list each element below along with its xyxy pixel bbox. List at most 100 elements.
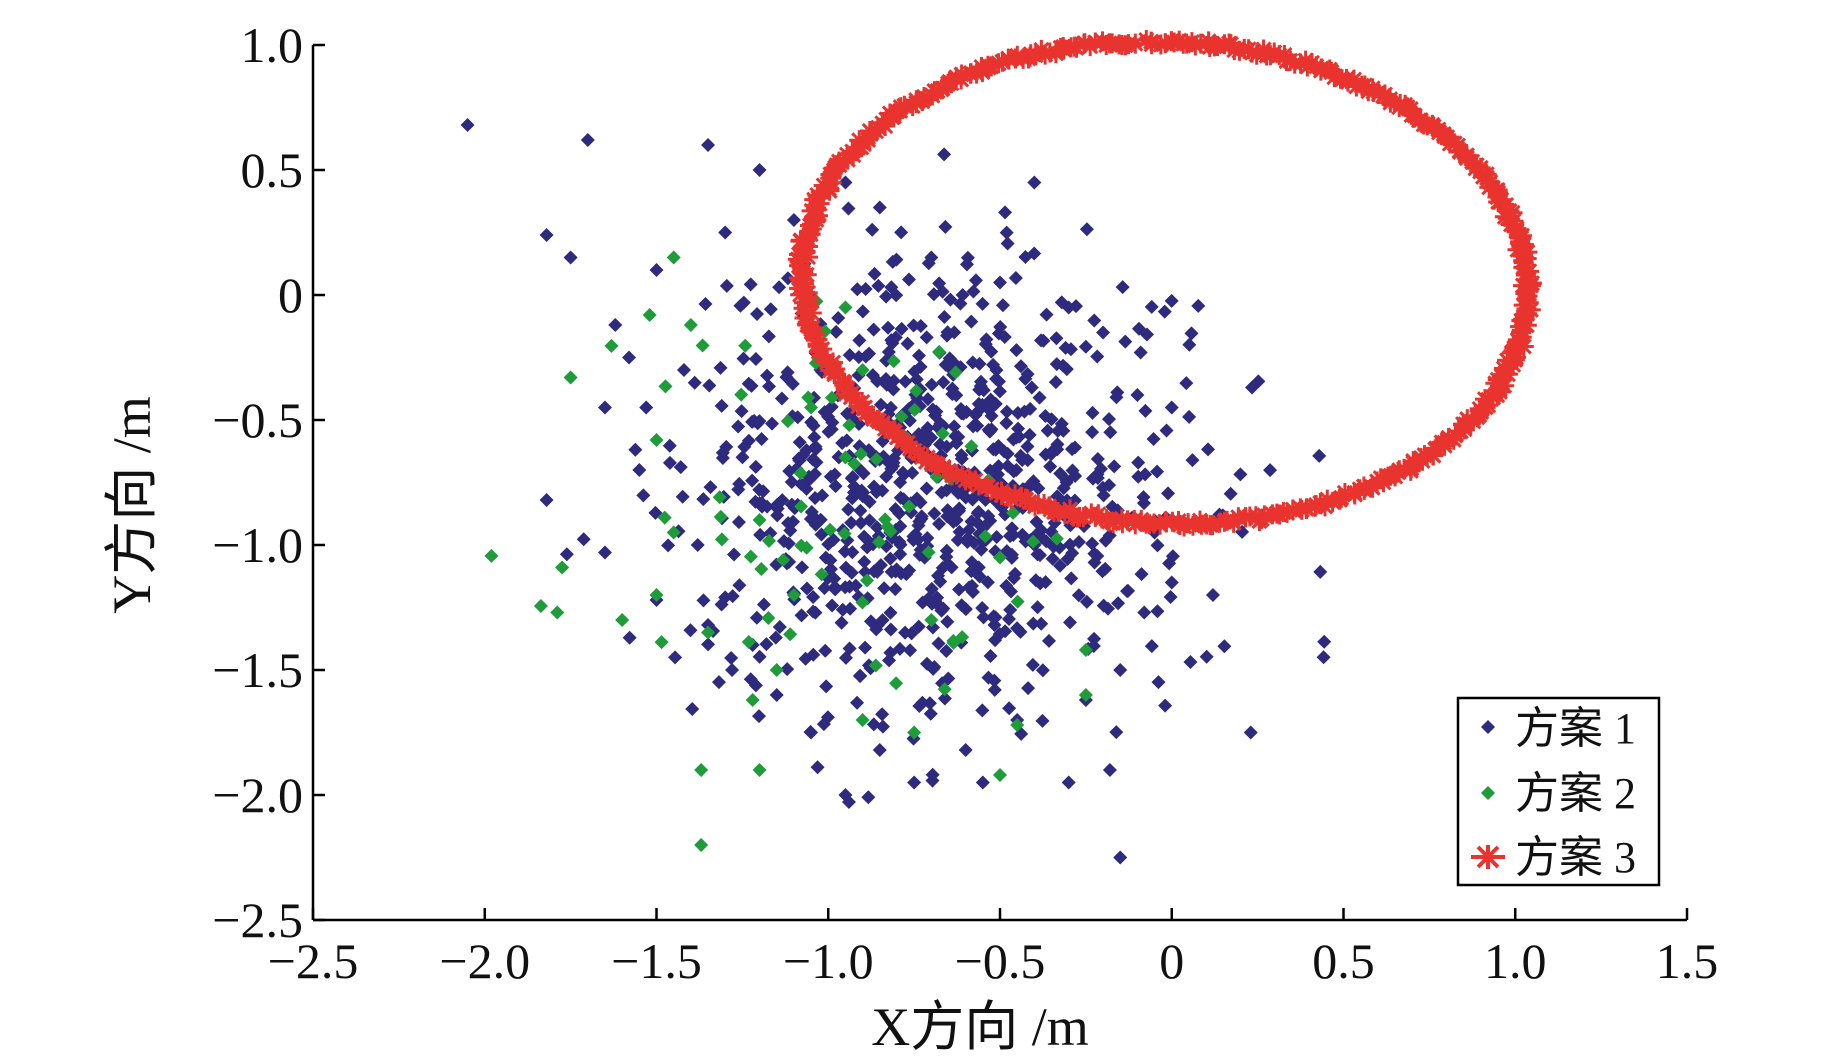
series-3-point: [991, 485, 1012, 506]
series-3-point: [992, 51, 1013, 72]
series-1-point: [770, 508, 785, 523]
series-3: [787, 30, 1542, 537]
series-1-point: [760, 368, 775, 383]
series-2-point: [886, 354, 901, 369]
series-1-point: [975, 296, 990, 311]
series-1-point: [780, 271, 795, 286]
series-1-point: [1105, 499, 1120, 514]
series-3-point: [1073, 33, 1094, 54]
legend-label-3: 方案 3: [1515, 833, 1636, 882]
series-3-point: [951, 69, 972, 90]
series-2-point: [860, 573, 875, 588]
series-1-point: [903, 643, 918, 658]
series-1-point: [736, 295, 751, 310]
series-2-point: [814, 567, 829, 582]
series-3-point: [941, 73, 962, 94]
series-1-point: [768, 630, 783, 645]
series-1-point: [785, 376, 800, 391]
series-1-point: [921, 256, 936, 271]
series-2-point: [937, 682, 952, 697]
series-1-point: [845, 470, 860, 485]
series-1-point: [999, 416, 1014, 431]
series-1-point: [794, 477, 809, 492]
series-1-point: [1033, 548, 1048, 563]
series-1-point: [668, 650, 683, 665]
series-1-point: [842, 579, 857, 594]
series-3-point: [1080, 36, 1101, 57]
series-1-point: [632, 463, 647, 477]
series-1-point: [1008, 566, 1023, 581]
series-3-point: [1047, 502, 1068, 523]
series-1-point: [851, 417, 866, 432]
series-1-point: [1085, 471, 1100, 486]
series-1-point: [1136, 496, 1151, 511]
y-tick-label: −0.5: [212, 392, 303, 448]
series-2-point: [615, 613, 630, 627]
series-1-point: [887, 451, 902, 466]
series-1-point: [866, 717, 881, 732]
series-1-point: [1158, 698, 1173, 713]
plot-area: −2.5 −2.0 −1.5 −1.0 −0.5 0 0.5 1.0 1.5 1.0 0.5 0 −0…: [212, 17, 1718, 989]
series-1-point: [1001, 611, 1016, 626]
series-1-point: [858, 281, 873, 296]
series-1-point: [860, 540, 875, 555]
series-1-point: [1002, 701, 1017, 716]
series-1-point: [871, 278, 886, 293]
series-1-point: [803, 725, 818, 740]
series-1-point: [1184, 326, 1199, 341]
series-1-point: [1150, 464, 1165, 479]
series-1-point: [925, 767, 940, 782]
series-2-point: [743, 549, 758, 564]
series-1-point: [1111, 596, 1126, 611]
series-3-point: [875, 116, 896, 137]
legend-marker-1: [1481, 720, 1495, 734]
series-1-point: [1029, 514, 1044, 529]
series-1-point: [877, 581, 892, 596]
series-2-point: [714, 532, 729, 547]
series-1-point: [844, 515, 859, 530]
series-1-point: [1223, 486, 1238, 501]
series-2-point: [776, 552, 791, 567]
series-1-point: [1101, 412, 1116, 427]
series-1-point: [726, 547, 741, 562]
x-tick-label: 1.5: [1656, 933, 1719, 989]
series-3-point: [790, 284, 811, 305]
series-1-point: [1015, 527, 1030, 542]
x-ticks: −2.5 −2.0 −1.5 −1.0 −0.5 0 0.5 1.0 1.5: [268, 908, 1719, 989]
series-1-point: [1024, 380, 1039, 395]
series-1-point: [752, 482, 767, 497]
series-1-point: [1034, 616, 1049, 631]
series-2-point: [929, 470, 944, 485]
series-1-point: [831, 311, 846, 326]
series-1-point: [714, 597, 729, 612]
series-2-point: [907, 725, 922, 740]
y-tick-label: 0.5: [241, 142, 304, 198]
series-1-point: [841, 201, 856, 216]
series-1-point: [799, 581, 814, 596]
series-1-point: [796, 448, 811, 463]
series-1-point: [1020, 367, 1035, 382]
series-2-point: [745, 693, 760, 707]
series-2-point: [855, 595, 870, 610]
series-1-point: [973, 379, 988, 394]
series-1-point: [931, 636, 946, 651]
series-1-point: [1044, 447, 1059, 462]
series-1-point: [893, 475, 908, 490]
series-2-point: [712, 490, 727, 505]
series-1-point: [1096, 488, 1111, 503]
series-1-point: [1245, 380, 1260, 395]
series-1-point: [713, 360, 728, 375]
series-1-point: [563, 250, 578, 265]
series-1-point: [913, 318, 928, 333]
series-2-point: [786, 588, 801, 602]
series-1-point: [901, 272, 916, 287]
series-1-point: [1191, 298, 1206, 313]
series-1-point: [795, 560, 810, 575]
series-1-point: [1199, 649, 1214, 664]
series-2-point: [894, 409, 909, 424]
series-1-point: [662, 455, 677, 470]
series-1-point: [990, 467, 1005, 482]
series-1-point: [924, 581, 939, 596]
series-1-point: [986, 357, 1001, 372]
series-1-point: [834, 615, 849, 630]
